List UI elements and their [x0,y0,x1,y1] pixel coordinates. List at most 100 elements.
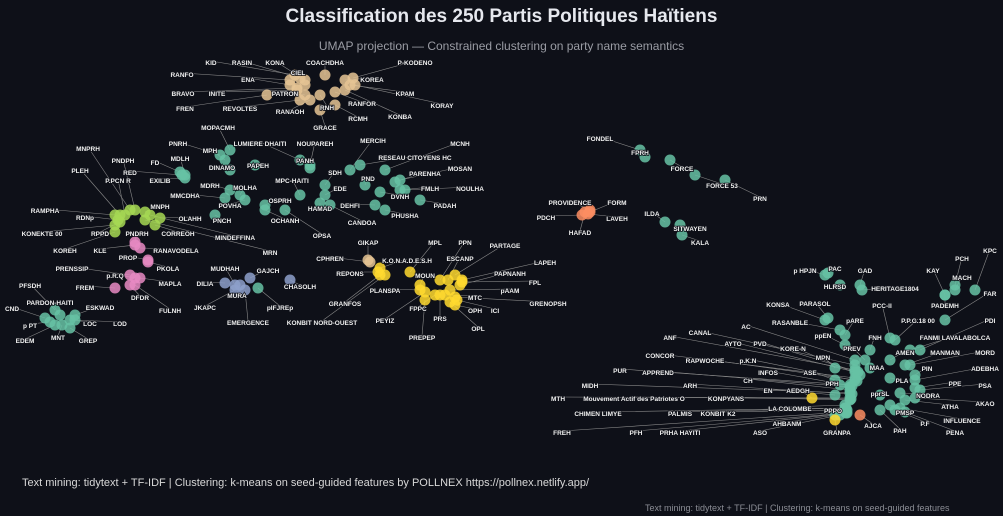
data-point [434,289,446,301]
data-point [899,394,911,406]
point-label: RANAVODELA [153,248,199,255]
leader-line [724,179,761,198]
point-label: EN [763,388,772,395]
data-point [806,392,818,404]
point-label: MPC-HAITI [275,178,309,185]
point-label: SDH [328,170,342,177]
leader-line [974,248,991,291]
data-point [854,409,866,421]
point-label: INFLUENCE [943,418,981,425]
data-point [659,216,671,228]
point-label: BRAVO [172,91,195,98]
data-point [294,154,306,166]
leader-line [216,89,298,93]
point-label: ADEBHA [971,366,999,373]
leader-line [329,204,363,222]
leader-line [704,358,856,381]
leader-line [786,414,836,423]
data-point [839,329,851,341]
point-label: PMSP [896,410,915,417]
data-point [834,279,846,291]
point-label: FMLH [421,186,439,193]
data-point [304,162,316,174]
point-label: GREP [79,338,98,345]
point-label: KONEKTE 00 [22,231,63,238]
point-label: HAMAD [308,206,332,213]
chart-caption: Text mining: tidytext + TF-IDF | Cluster… [22,477,590,489]
leader-line [461,260,546,281]
point-label: MNPRH [76,146,100,153]
point-label: RED [123,170,137,177]
leader-line [789,320,841,331]
leader-line [619,368,851,386]
data-point [314,197,326,209]
data-points [39,69,981,426]
point-label: PEYIZ [376,318,395,325]
point-label: PADEMH [931,303,959,310]
data-point [369,199,381,211]
point-label: HERITAGE1804 [871,286,919,293]
chart-subtitle: UMAP projection — Constrained clustering… [318,39,685,53]
data-point [444,296,456,308]
point-label: MNT [51,335,65,342]
point-label: RANFOR [348,101,376,108]
data-point [64,322,76,334]
point-label: OPH [468,308,482,315]
data-point [109,282,121,294]
point-label: GAJCH [257,268,280,275]
point-label: RAPWOCHE [686,358,725,365]
leader-line [359,155,416,166]
point-label: RNH [320,105,334,112]
point-label: MAA [870,365,885,372]
leader-line [184,94,268,108]
leader-line [861,286,896,291]
point-label: KONSA [766,302,790,309]
point-label: PHUSHA [391,213,419,220]
point-label: KAY [926,268,940,275]
data-point [304,94,316,106]
point-label: ILDA [644,211,659,218]
leader-line [79,168,121,216]
point-label: PUR [613,368,627,375]
data-point [414,194,426,206]
point-label: CH [743,378,753,385]
data-point [379,164,391,176]
point-label: p.K.N [740,358,757,365]
data-point [379,269,391,281]
leader-line [597,407,846,413]
point-label: DVNH [391,194,410,201]
point-label: EDEM [16,338,35,345]
point-label: PDI [985,318,996,325]
point-label: KONBIT NORD-OUEST [287,320,357,327]
point-label: FPRH [631,150,649,157]
data-point [829,389,841,401]
point-label: LOD [113,321,127,328]
point-label: MTH [551,396,565,403]
point-label: MOUN [415,273,435,280]
leader-line [139,247,177,250]
point-label: FAR [984,291,997,298]
data-point [949,284,961,296]
point-label: MURA [227,293,247,300]
leader-line [759,341,859,373]
point-label: APPREND [642,370,674,377]
data-point [822,312,834,324]
leader-line [129,170,183,176]
data-point [261,89,273,101]
point-label: KONPYANS [708,396,745,403]
data-point [884,372,896,384]
data-point [291,84,303,96]
point-label: PREV [843,346,861,353]
leader-line [117,178,126,216]
point-label: REPONS [336,271,364,278]
point-label: KORE-N [780,346,806,353]
point-label: PLANSPA [370,288,401,295]
point-label: MNPH [150,204,169,211]
point-label: P.P.G.18 00 [901,318,935,325]
point-label: MERCIH [360,138,386,145]
leader-line [204,289,236,307]
point-label: PROVIDENCE [549,200,593,207]
point-label: MMCDHA [170,193,200,200]
point-label: PRN [753,196,767,203]
